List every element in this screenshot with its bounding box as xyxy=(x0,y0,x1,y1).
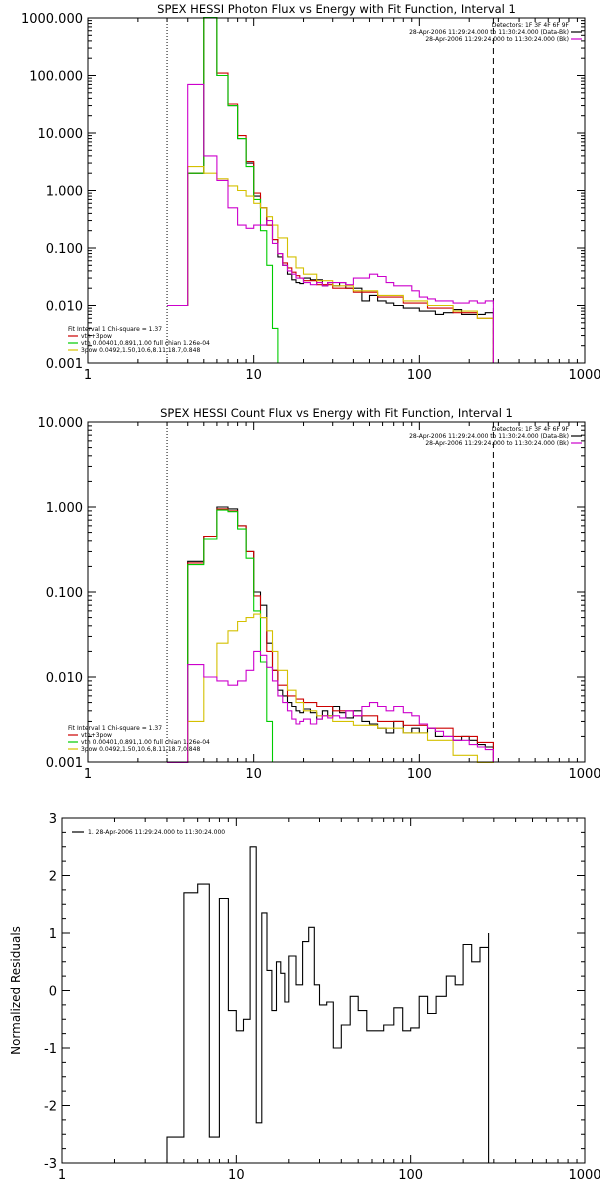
chart-title: SPEX HESSI Photon Flux vs Energy with Fi… xyxy=(157,2,516,16)
y-tick-label: -1 xyxy=(44,1042,57,1057)
series-line xyxy=(167,650,494,764)
series-line xyxy=(167,509,274,764)
y-tick-label: 1.000 xyxy=(46,501,83,516)
header-line: 28-Apr-2006 11:29:24.000 to 11:30:24.000… xyxy=(409,29,569,36)
y-tick-label: 10.000 xyxy=(38,127,84,142)
y-tick-label: 1000.000 xyxy=(21,12,83,27)
legend-entry: vth+3pow xyxy=(81,333,112,340)
legend-entry: vth 0.00401,0.891,1.00 full chian 1.26e-… xyxy=(81,340,210,347)
legend-entry: Fit Interval 1 Chi-square = 1.37 xyxy=(68,725,162,732)
header-line: 28-Apr-2006 11:29:24.000 to 11:30:24.000… xyxy=(409,433,569,440)
series-line xyxy=(145,846,490,1164)
x-tick-label: 1 xyxy=(84,368,92,383)
legend-entry: vth+3pow xyxy=(81,732,112,739)
x-tick-label: 1000 xyxy=(568,368,600,383)
y-tick-label: 10.000 xyxy=(38,416,84,431)
legend-entry: 3pow 0.0492,1.50,10.6,8.11,18.7,0.848 xyxy=(81,746,200,753)
series-line xyxy=(167,16,494,363)
y-tick-label: 0.001 xyxy=(46,357,83,372)
series-line xyxy=(167,613,494,764)
x-tick-label: 10 xyxy=(245,767,262,782)
x-tick-label: 1 xyxy=(84,767,92,782)
y-axis-label: Normalized Residuals xyxy=(9,926,23,1055)
y-tick-label: 1 xyxy=(49,927,57,942)
x-tick-label: 100 xyxy=(398,1168,423,1183)
plot-frame xyxy=(61,817,586,1164)
header-line: Detectors: 1F 3F 4F 6F 9F xyxy=(492,22,570,29)
legend-entry: vth 0.00401,0.891,1.00 full chian 1.26e-… xyxy=(81,739,210,746)
header-line: 28-Apr-2006 11:29:24.000 to 11:30:24.000… xyxy=(425,440,569,447)
y-tick-label: 0.010 xyxy=(46,300,83,315)
y-tick-label: 0.100 xyxy=(46,242,83,257)
y-tick-label: 0.100 xyxy=(46,586,83,601)
legend-entry: 3pow 0.0492,1.50,10.6,8.11,18.7,0.848 xyxy=(81,347,200,354)
header-line: Detectors: 1F 3F 4F 6F 9F xyxy=(492,426,570,433)
series-line xyxy=(167,16,279,363)
plot-frame xyxy=(87,421,586,763)
series-line xyxy=(167,166,494,363)
y-tick-label: 3 xyxy=(49,812,57,827)
y-tick-label: 100.000 xyxy=(29,70,83,85)
y-tick-label: 0 xyxy=(49,985,57,1000)
x-tick-label: 100 xyxy=(407,368,432,383)
series-line xyxy=(167,16,494,363)
x-tick-label: 1 xyxy=(58,1168,66,1183)
plot-frame xyxy=(87,17,586,364)
x-tick-label: 100 xyxy=(407,767,432,782)
x-tick-label: 1000 xyxy=(568,767,600,782)
y-tick-label: 2 xyxy=(49,870,57,885)
x-tick-label: 10 xyxy=(228,1168,245,1183)
x-tick-label: 10 xyxy=(245,368,262,383)
series-line xyxy=(167,508,494,764)
y-tick-label: -3 xyxy=(44,1157,57,1172)
chart-title: SPEX HESSI Count Flux vs Energy with Fit… xyxy=(160,406,513,420)
legend-entry: 1. 28-Apr-2006 11:29:24.000 to 11:30:24.… xyxy=(88,829,225,836)
y-tick-label: 0.010 xyxy=(46,671,83,686)
x-tick-label: 1000 xyxy=(568,1168,600,1183)
y-tick-label: 0.001 xyxy=(46,756,83,771)
y-tick-label: -2 xyxy=(44,1100,57,1115)
y-tick-label: 1.000 xyxy=(46,185,83,200)
series-line xyxy=(167,83,494,363)
header-line: 28-Apr-2006 11:29:24.000 to 11:30:24.000… xyxy=(425,36,569,43)
series-line xyxy=(167,506,494,764)
legend-entry: Fit Interval 1 Chi-square = 1.37 xyxy=(68,326,162,333)
